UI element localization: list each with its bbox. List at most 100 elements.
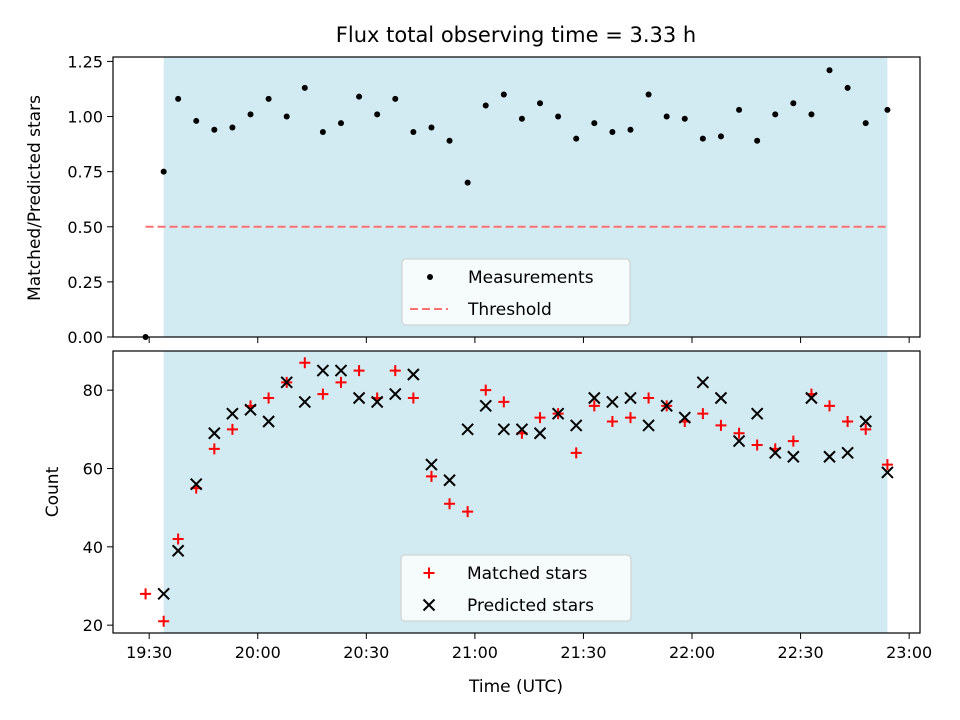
predicted-star-point [588, 391, 601, 405]
predicted-star-point [190, 477, 203, 491]
measurement-point [681, 115, 688, 122]
x-tick-label: 22:30 [778, 643, 824, 662]
matched-star-point [425, 470, 437, 482]
measurement-point [717, 133, 724, 140]
legend-swatch-predicted [422, 598, 436, 612]
matched-star-point [751, 439, 763, 451]
predicted-star-point [461, 423, 474, 436]
predicted-star-point [805, 391, 818, 405]
predicted-star-point [298, 395, 312, 409]
measurement-point [862, 120, 869, 127]
y-tick-label: 1.25 [67, 52, 103, 71]
measurement-point [428, 124, 435, 131]
measurement-point [500, 91, 507, 98]
matched-star-point [480, 384, 492, 396]
predicted-star-point [515, 423, 529, 436]
measurement-point [573, 135, 580, 142]
predicted-star-point [352, 391, 366, 405]
figure-title: Flux total observing time = 3.33 h [336, 23, 696, 47]
x-tick-label: 20:00 [235, 643, 281, 662]
predicted-star-point [407, 368, 420, 381]
measurement-point [319, 128, 326, 135]
matched-star-point [172, 533, 184, 545]
measurement-point [884, 106, 891, 113]
measurement-point [555, 113, 562, 120]
measurement-point [410, 128, 417, 135]
predicted-star-point [624, 391, 637, 405]
predicted-star-point [881, 466, 894, 479]
measurement-point [247, 111, 254, 118]
measurement-point [193, 117, 200, 124]
matched-star-point [226, 423, 238, 435]
predicted-star-point [859, 415, 872, 428]
predicted-star-point [479, 399, 492, 413]
measurement-point [374, 111, 381, 118]
measurement-point [265, 95, 272, 102]
measurement-point [772, 111, 779, 118]
y-tick-label: 20 [83, 616, 103, 635]
measurement-point [537, 100, 544, 107]
y-tick-label: 80 [83, 381, 103, 400]
predicted-star-point [642, 419, 655, 432]
predicted-star-point [208, 427, 221, 440]
measurement-point [175, 95, 182, 102]
matched-star-point [787, 435, 799, 447]
measurement-point [337, 120, 344, 127]
matched-star-point [158, 615, 170, 627]
matched-star-point [733, 427, 745, 439]
matched-star-point [140, 588, 152, 600]
axes-frame [112, 350, 921, 634]
x-tick-label: 22:00 [669, 643, 715, 662]
matched-star-point [643, 392, 655, 404]
measurement-point [211, 126, 218, 133]
measurement-point [392, 95, 399, 102]
matched-star-point [860, 423, 872, 435]
matched-star-point [570, 447, 582, 459]
legend-box [400, 554, 632, 622]
y-tick-label: 1.00 [67, 108, 103, 127]
predicted-star-point [316, 364, 330, 377]
matched-star-point [335, 376, 347, 388]
ratio-panel: 0.00 0.25 0.50 0.75 1.00 1.25 Measurements Thre… [67, 52, 921, 347]
y-tick-label: 60 [83, 460, 103, 479]
matched-star-point [824, 400, 836, 412]
predicted-star-point [370, 395, 384, 409]
axes-frame [112, 56, 921, 338]
measurement-point [844, 84, 851, 91]
measurement-point [663, 113, 670, 120]
bottom-y-axis-label: Count [43, 466, 63, 517]
matched-star-point [715, 419, 727, 431]
matched-star-point [697, 408, 709, 420]
predicted-star-point [750, 407, 764, 420]
measurement-point [283, 113, 290, 120]
matched-star-point [263, 392, 275, 404]
y-tick-label: 0.50 [67, 218, 103, 237]
matched-star-point [498, 396, 510, 408]
measurement-point [464, 179, 471, 186]
matched-star-point [842, 416, 854, 427]
predicted-star-point [769, 446, 782, 460]
measurement-point [808, 111, 815, 118]
predicted-star-point [280, 376, 293, 389]
x-tick-label: 21:30 [560, 643, 606, 662]
matched-star-point [353, 365, 365, 377]
predicted-star-point [678, 411, 691, 424]
matched-star-point [317, 388, 329, 400]
y-tick-label: 0.75 [67, 163, 103, 182]
matched-star-point [462, 506, 474, 518]
x-tick-label: 21:00 [452, 643, 498, 662]
predicted-star-point [244, 403, 257, 416]
measurement-point [446, 137, 453, 144]
predicted-star-point [696, 376, 710, 389]
measurement-point [591, 120, 598, 127]
measurement-point [826, 67, 833, 74]
matched-star-point [606, 416, 618, 427]
predicted-star-point [497, 423, 511, 436]
matched-star-point [407, 392, 419, 404]
x-axis-label: Time (UTC) [468, 677, 563, 697]
matched-star-point [588, 400, 600, 412]
y-tick-label: 0.00 [67, 328, 103, 347]
matched-star-point [881, 459, 893, 471]
predicted-star-point [262, 415, 275, 428]
